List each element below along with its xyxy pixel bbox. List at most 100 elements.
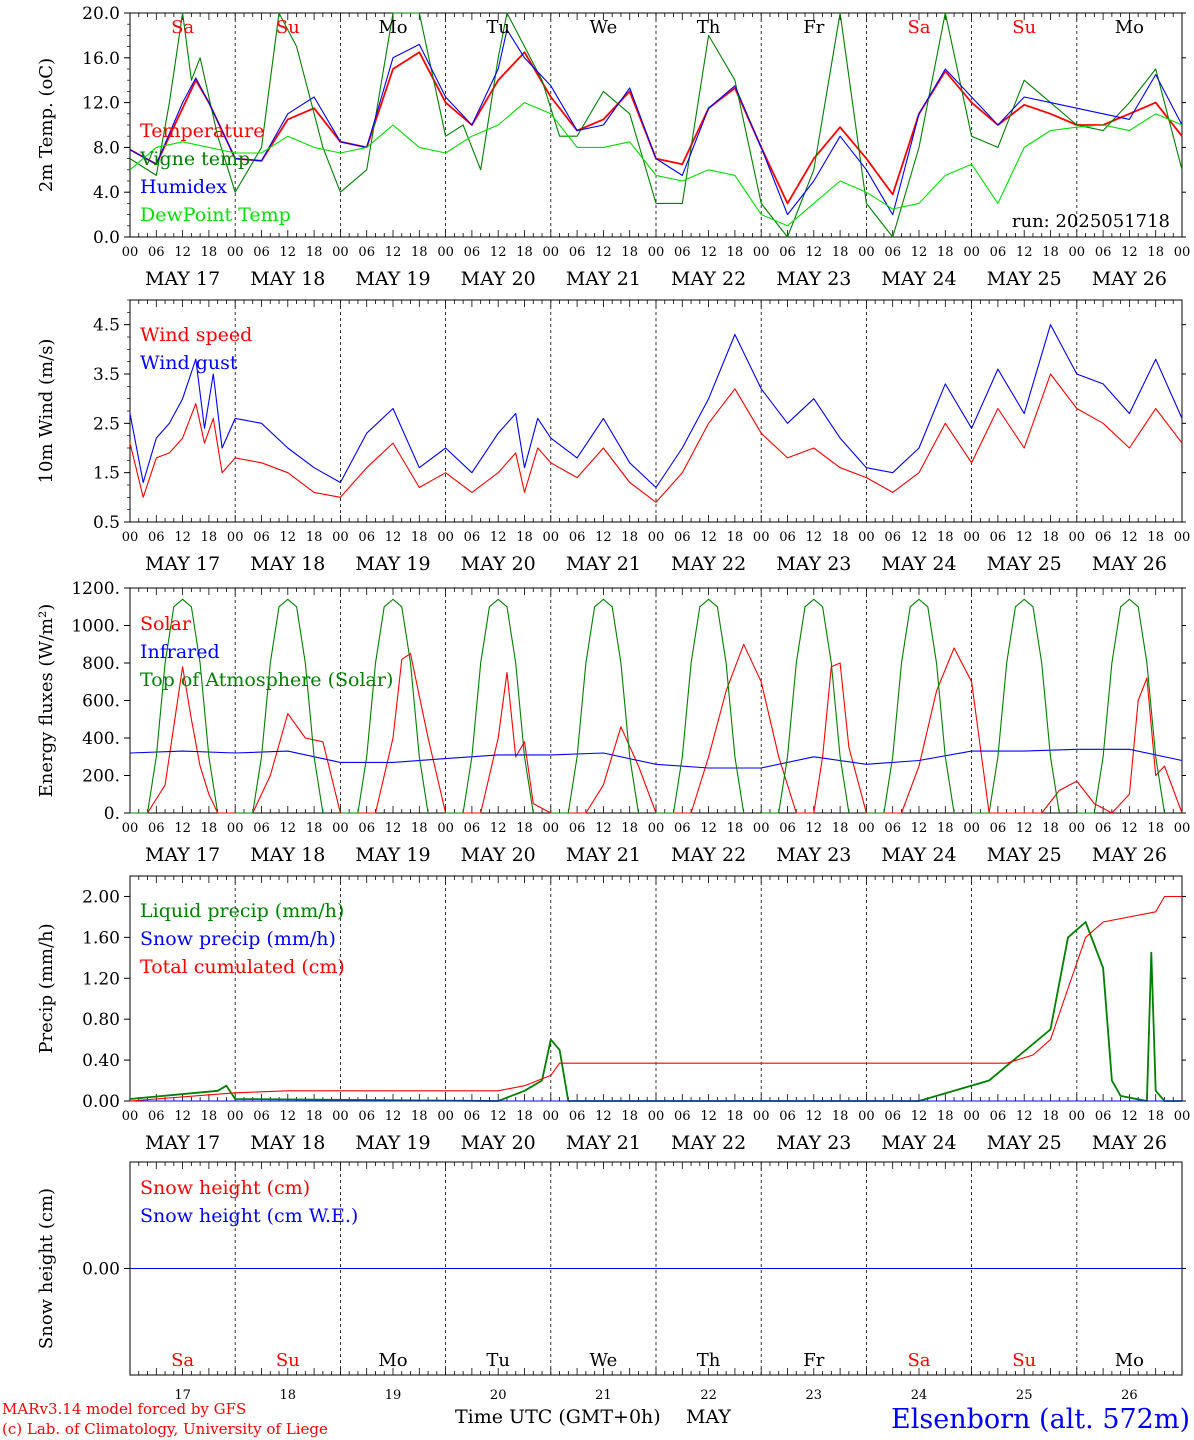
legend-entry: Total cumulated (cm) — [140, 956, 345, 978]
hour-tick-label: 00 — [1174, 530, 1191, 545]
hour-tick-label: 00 — [332, 530, 349, 545]
legend-entry: Solar — [140, 613, 192, 635]
y-tick-label: 4.5 — [93, 316, 120, 336]
hour-tick-label: 18 — [1042, 530, 1059, 545]
day-label: MAY 26 — [1092, 844, 1167, 866]
hour-tick-label: 12 — [700, 245, 717, 260]
hour-tick-label: 12 — [174, 1109, 191, 1124]
hour-tick-label: 00 — [543, 530, 560, 545]
y-tick-label: 0.00 — [82, 1092, 120, 1112]
panel-4: 0.00 0.40 0.80 1.20 1.60 2.00 Precip (mm/h) Liq… — [36, 875, 1190, 1154]
day-number-label: 19 — [385, 1388, 402, 1403]
hour-tick-label: 00 — [543, 1109, 560, 1124]
y-tick-label: 1.20 — [82, 969, 120, 989]
weekday-label: Sa — [907, 1350, 930, 1371]
hour-tick-label: 00 — [437, 1109, 454, 1124]
hour-tick-label: 06 — [253, 530, 270, 545]
day-label: MAY 26 — [1092, 1132, 1167, 1154]
hour-tick-label: 06 — [464, 245, 481, 260]
day-label: MAY 23 — [776, 1132, 851, 1154]
hour-tick-label: 00 — [332, 1109, 349, 1124]
hour-tick-label: 18 — [516, 530, 533, 545]
day-label: MAY 25 — [987, 553, 1062, 575]
hour-tick-label: 12 — [1121, 530, 1138, 545]
hour-tick-label: 00 — [858, 530, 875, 545]
hour-tick-label: 18 — [621, 821, 638, 836]
y-axis-label: 10m Wind (m/s) — [36, 339, 57, 484]
legend-entry: Snow height (cm) — [140, 1177, 310, 1199]
hour-tick-label: 18 — [937, 530, 954, 545]
hour-tick-label: 12 — [1121, 1109, 1138, 1124]
y-tick-label: 1200. — [71, 579, 120, 599]
hour-tick-label: 00 — [963, 821, 980, 836]
legend-entry: Wind gust — [140, 352, 238, 374]
hour-tick-label: 00 — [437, 821, 454, 836]
hour-tick-label: 00 — [648, 1109, 665, 1124]
hour-tick-label: 18 — [937, 245, 954, 260]
hour-tick-label: 12 — [1016, 821, 1033, 836]
hour-tick-label: 12 — [385, 821, 402, 836]
hour-tick-label: 12 — [911, 1109, 928, 1124]
hour-tick-label: 06 — [674, 1109, 691, 1124]
x-axis-month: MAY — [686, 1406, 731, 1428]
day-label: MAY 26 — [1092, 553, 1167, 575]
hour-tick-label: 00 — [543, 821, 560, 836]
hour-tick-label: 12 — [700, 530, 717, 545]
weekday-label: Sa — [171, 17, 194, 38]
hour-tick-label: 18 — [411, 821, 428, 836]
x-axis-label: Time UTC (GMT+0h) — [455, 1406, 661, 1428]
plot-frame — [129, 587, 1183, 814]
hour-tick-label: 18 — [937, 821, 954, 836]
hour-tick-label: 00 — [963, 1109, 980, 1124]
panel-5: 0.00 Snow height (cm) Snow height (cm) Snow… — [36, 1161, 1186, 1403]
day-label: MAY 23 — [776, 268, 851, 290]
hour-tick-label: 06 — [464, 1109, 481, 1124]
legend-entry: Temperature — [140, 120, 264, 142]
panel-1: 0.0 4.0 8.0 12.0 16.0 20.0 2m Temp. (oC) Temper… — [36, 4, 1190, 290]
hour-tick-label: 12 — [911, 821, 928, 836]
series-line — [129, 748, 1183, 769]
y-tick-label: 2.00 — [82, 887, 120, 907]
series-line — [340, 598, 429, 814]
hour-tick-label: 06 — [884, 530, 901, 545]
y-tick-label: 600. — [82, 692, 120, 712]
series-line — [130, 598, 219, 814]
series-line — [129, 895, 1182, 1102]
hour-tick-label: 06 — [253, 1109, 270, 1124]
hour-tick-label: 12 — [1016, 530, 1033, 545]
hour-tick-label: 00 — [437, 530, 454, 545]
hour-tick-label: 18 — [411, 530, 428, 545]
hour-tick-label: 06 — [990, 245, 1007, 260]
weekday-label: Sa — [907, 17, 930, 38]
legend-entry: Infrared — [140, 641, 220, 663]
y-tick-label: 1.5 — [93, 464, 120, 484]
hour-tick-label: 18 — [201, 1109, 218, 1124]
hour-tick-label: 00 — [1174, 245, 1191, 260]
hour-tick-label: 06 — [148, 821, 165, 836]
weekday-label: Fr — [803, 1350, 824, 1371]
legend-entry: Top of Atmosphere (Solar) — [140, 669, 393, 691]
y-tick-label: 800. — [82, 654, 120, 674]
weekday-label: Su — [1012, 1350, 1036, 1371]
hour-tick-label: 06 — [884, 1109, 901, 1124]
hour-tick-label: 06 — [990, 530, 1007, 545]
hour-tick-label: 18 — [1042, 1109, 1059, 1124]
y-axis-label: 2m Temp. (oC) — [36, 58, 57, 192]
hour-tick-label: 12 — [700, 821, 717, 836]
series-line — [129, 324, 1183, 489]
hour-tick-label: 00 — [648, 245, 665, 260]
weekday-label: Th — [697, 1350, 721, 1371]
hour-tick-label: 00 — [543, 245, 560, 260]
hour-tick-label: 12 — [490, 821, 507, 836]
hour-tick-label: 06 — [358, 530, 375, 545]
day-label: MAY 25 — [987, 1132, 1062, 1154]
weekday-label: Fr — [803, 17, 824, 38]
day-label: MAY 20 — [461, 268, 536, 290]
hour-tick-label: 00 — [1069, 245, 1086, 260]
hour-tick-label: 12 — [1016, 245, 1033, 260]
hour-tick-label: 18 — [832, 245, 849, 260]
day-number-label: 26 — [1121, 1388, 1138, 1403]
day-number-label: 25 — [1016, 1388, 1033, 1403]
hour-tick-label: 12 — [490, 245, 507, 260]
day-label: MAY 19 — [355, 1132, 430, 1154]
